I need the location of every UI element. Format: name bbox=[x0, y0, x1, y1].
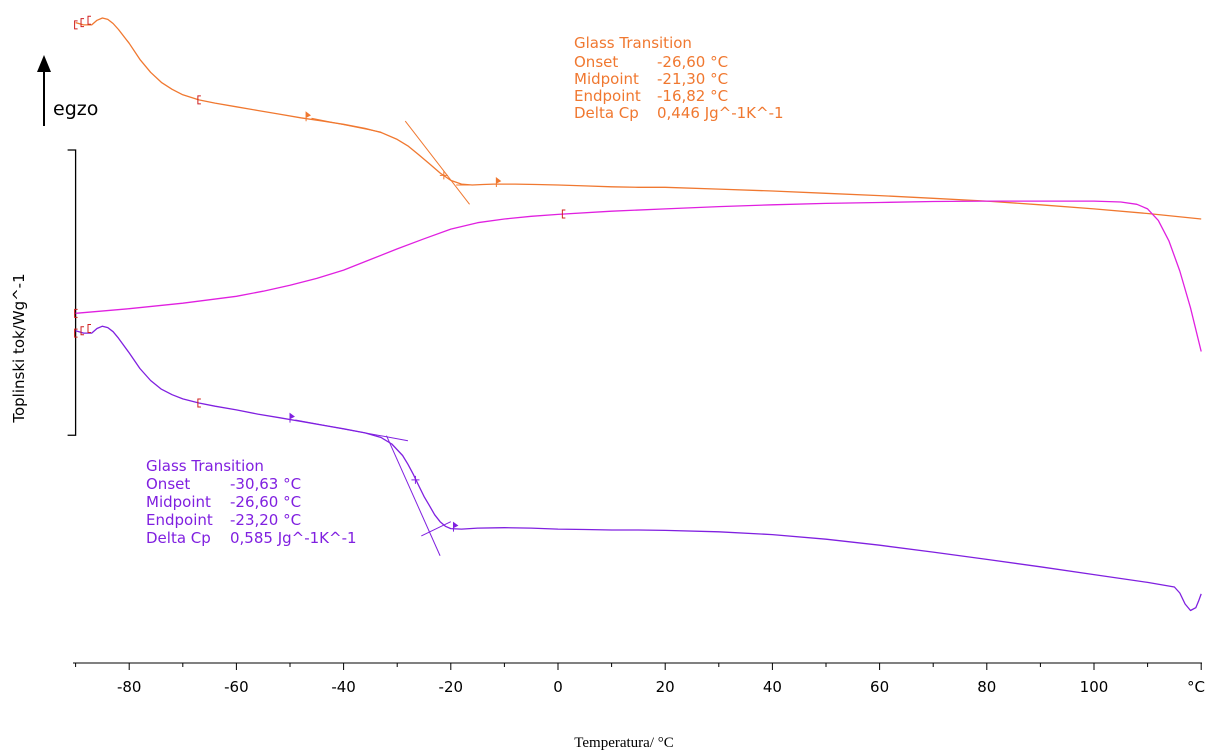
x-tick-label: -60 bbox=[224, 678, 249, 696]
y-axis-label: Toplinski tok/Wg^-1 bbox=[10, 273, 28, 423]
annotation-orange-row-value: -21,30 °C bbox=[657, 70, 728, 88]
annotation-purple-row-value: 0,585 Jg^-1K^-1 bbox=[230, 529, 357, 547]
bracket-marker bbox=[74, 308, 78, 318]
annotation-orange-title: Glass Transition bbox=[574, 34, 692, 52]
annotation-orange-row-label: Delta Cp bbox=[574, 104, 639, 122]
annotation-orange-row-value: -26,60 °C bbox=[657, 53, 728, 71]
tangent-line-purple bbox=[421, 521, 452, 537]
exo-arrow bbox=[37, 55, 51, 126]
midpoint-marker bbox=[439, 171, 448, 180]
annotation-purple: Glass Transition Onset -30,63 °C Midpoin… bbox=[146, 457, 357, 547]
flag-marker bbox=[495, 177, 502, 188]
annotation-purple-row-value: -30,63 °C bbox=[230, 475, 301, 493]
annotation-orange-row-label: Midpoint bbox=[574, 70, 639, 88]
series-layer bbox=[75, 17, 1202, 612]
scale-bar bbox=[67, 149, 77, 436]
annotation-purple-row-value: -26,60 °C bbox=[230, 493, 301, 511]
x-tick-label: 60 bbox=[870, 678, 889, 696]
midpoint-marker bbox=[411, 475, 420, 484]
annotation-orange: Glass Transition Onset -26,60 °C Midpoin… bbox=[574, 34, 784, 122]
annotation-orange-row-value: -16,82 °C bbox=[657, 87, 728, 105]
annotation-orange-row-value: 0,446 Jg^-1K^-1 bbox=[657, 104, 784, 122]
annotation-purple-row-label: Endpoint bbox=[146, 511, 213, 529]
exo-arrow-head bbox=[37, 55, 51, 72]
bracket-marker bbox=[87, 15, 91, 25]
bracket-marker bbox=[87, 324, 91, 333]
tangent-line-purple bbox=[295, 419, 409, 442]
x-axis-unit: °C bbox=[1187, 678, 1205, 696]
flag-marker bbox=[289, 412, 295, 423]
x-axis: -80 -60 -40 -20 0 20 40 60 80 100 bbox=[73, 662, 1202, 696]
bracket-marker bbox=[80, 326, 85, 336]
x-tick-label: -80 bbox=[117, 678, 142, 696]
tangent-line-purple bbox=[386, 435, 441, 556]
x-tick-label: 40 bbox=[763, 678, 782, 696]
annotation-orange-row-label: Endpoint bbox=[574, 87, 641, 105]
scale-bar-line bbox=[67, 149, 77, 436]
bracket-marker bbox=[197, 95, 201, 105]
x-tick-label: -20 bbox=[439, 678, 464, 696]
series-line-purple bbox=[75, 325, 1202, 612]
bracket-marker bbox=[561, 209, 566, 219]
annotation-orange-row-label: Onset bbox=[574, 53, 618, 71]
exo-label: egzo bbox=[53, 98, 98, 120]
marker-layer bbox=[74, 15, 566, 532]
x-axis-label: Temperatura/ °C bbox=[574, 735, 674, 751]
x-tick-label: 0 bbox=[553, 678, 563, 696]
bracket-marker bbox=[80, 18, 85, 28]
tangent-layer bbox=[295, 117, 473, 556]
bracket-marker bbox=[197, 398, 201, 408]
annotation-purple-row-value: -23,20 °C bbox=[230, 511, 301, 529]
tangent-line-orange bbox=[311, 117, 382, 133]
annotation-purple-row-label: Delta Cp bbox=[146, 529, 211, 547]
x-tick-label: -40 bbox=[331, 678, 356, 696]
tangent-line-orange bbox=[404, 120, 470, 205]
series-line-magenta bbox=[75, 200, 1202, 352]
annotation-purple-row-label: Midpoint bbox=[146, 493, 211, 511]
annotation-purple-row-label: Onset bbox=[146, 475, 190, 493]
annotation-purple-title: Glass Transition bbox=[146, 457, 264, 475]
x-tick-label: 100 bbox=[1080, 678, 1109, 696]
flag-marker bbox=[305, 111, 312, 122]
x-tick-label: 80 bbox=[977, 678, 996, 696]
series-line-orange bbox=[75, 17, 1202, 220]
bracket-marker bbox=[74, 20, 78, 30]
bracket-marker bbox=[74, 328, 78, 338]
flag-marker bbox=[452, 521, 459, 532]
x-tick-label: 20 bbox=[656, 678, 675, 696]
